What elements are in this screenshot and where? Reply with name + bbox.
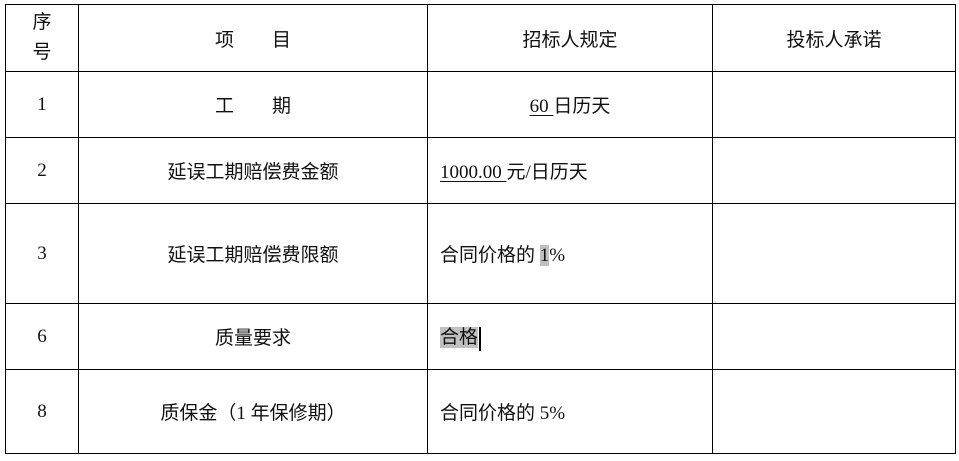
header-requirement: 招标人规定 [427, 4, 713, 72]
row-requirement[interactable]: 合格 [427, 303, 713, 370]
row-item: 延误工期赔偿费金额 [78, 137, 428, 204]
row-item: 延误工期赔偿费限额 [78, 203, 428, 304]
row-seq: 1 [5, 71, 79, 138]
row-seq: 3 [5, 203, 79, 304]
row-item: 工 期 [78, 71, 428, 138]
bid-requirements-table: 序号 项 目 招标人规定 投标人承诺 1 工 期 60 日历天 2 延误工期赔偿… [5, 4, 956, 454]
penalty-limit-prefix: 合同价格的 [440, 245, 540, 266]
penalty-amount-value[interactable]: 1000.00 [440, 162, 507, 183]
table-row: 3 延误工期赔偿费限额 合同价格的 1% [5, 203, 956, 304]
row-commitment[interactable] [712, 369, 956, 454]
row-seq: 2 [5, 137, 79, 204]
row-commitment[interactable] [712, 303, 956, 370]
header-seq-line1: 序 [32, 12, 52, 33]
row-commitment[interactable] [712, 137, 956, 204]
table-row: 1 工 期 60 日历天 [5, 71, 956, 138]
penalty-limit-value[interactable]: 1 [539, 245, 550, 266]
quality-value[interactable]: 合格 [440, 327, 479, 349]
header-item: 项 目 [78, 4, 428, 72]
row-item: 质量要求 [78, 303, 428, 370]
header-row: 序号 项 目 招标人规定 投标人承诺 [5, 4, 956, 72]
header-commitment: 投标人承诺 [712, 4, 956, 72]
penalty-amount-unit: 元/日历天 [506, 162, 588, 183]
table-row: 2 延误工期赔偿费金额 1000.00 元/日历天 [5, 137, 956, 204]
row-requirement[interactable]: 合同价格的 5% [427, 369, 713, 454]
row-requirement[interactable]: 1000.00 元/日历天 [427, 137, 713, 204]
table-row: 6 质量要求 合格 [5, 303, 956, 370]
penalty-limit-unit: % [549, 245, 566, 266]
row-seq: 8 [5, 369, 79, 454]
row-commitment[interactable] [712, 71, 956, 138]
duration-value[interactable]: 60 [529, 96, 554, 117]
header-seq: 序号 [5, 4, 79, 72]
row-item: 质保金（1 年保修期） [78, 369, 428, 454]
row-requirement[interactable]: 合同价格的 1% [427, 203, 713, 304]
text-cursor [479, 326, 482, 351]
header-seq-line2: 号 [32, 42, 52, 63]
table-row: 8 质保金（1 年保修期） 合同价格的 5% [5, 369, 956, 454]
row-commitment[interactable] [712, 203, 956, 304]
row-requirement[interactable]: 60 日历天 [427, 71, 713, 138]
duration-unit: 日历天 [553, 96, 611, 117]
row-seq: 6 [5, 303, 79, 370]
